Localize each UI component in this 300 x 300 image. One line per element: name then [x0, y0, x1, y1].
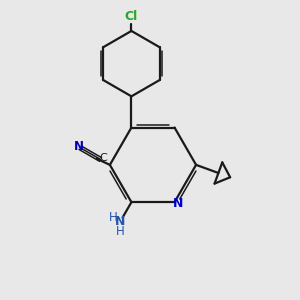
Text: H: H [116, 225, 125, 239]
Text: Cl: Cl [125, 10, 138, 23]
Text: C: C [100, 153, 107, 163]
Text: H: H [110, 212, 118, 224]
Text: N: N [173, 197, 183, 210]
Text: N: N [115, 215, 125, 228]
Text: N: N [74, 140, 84, 153]
